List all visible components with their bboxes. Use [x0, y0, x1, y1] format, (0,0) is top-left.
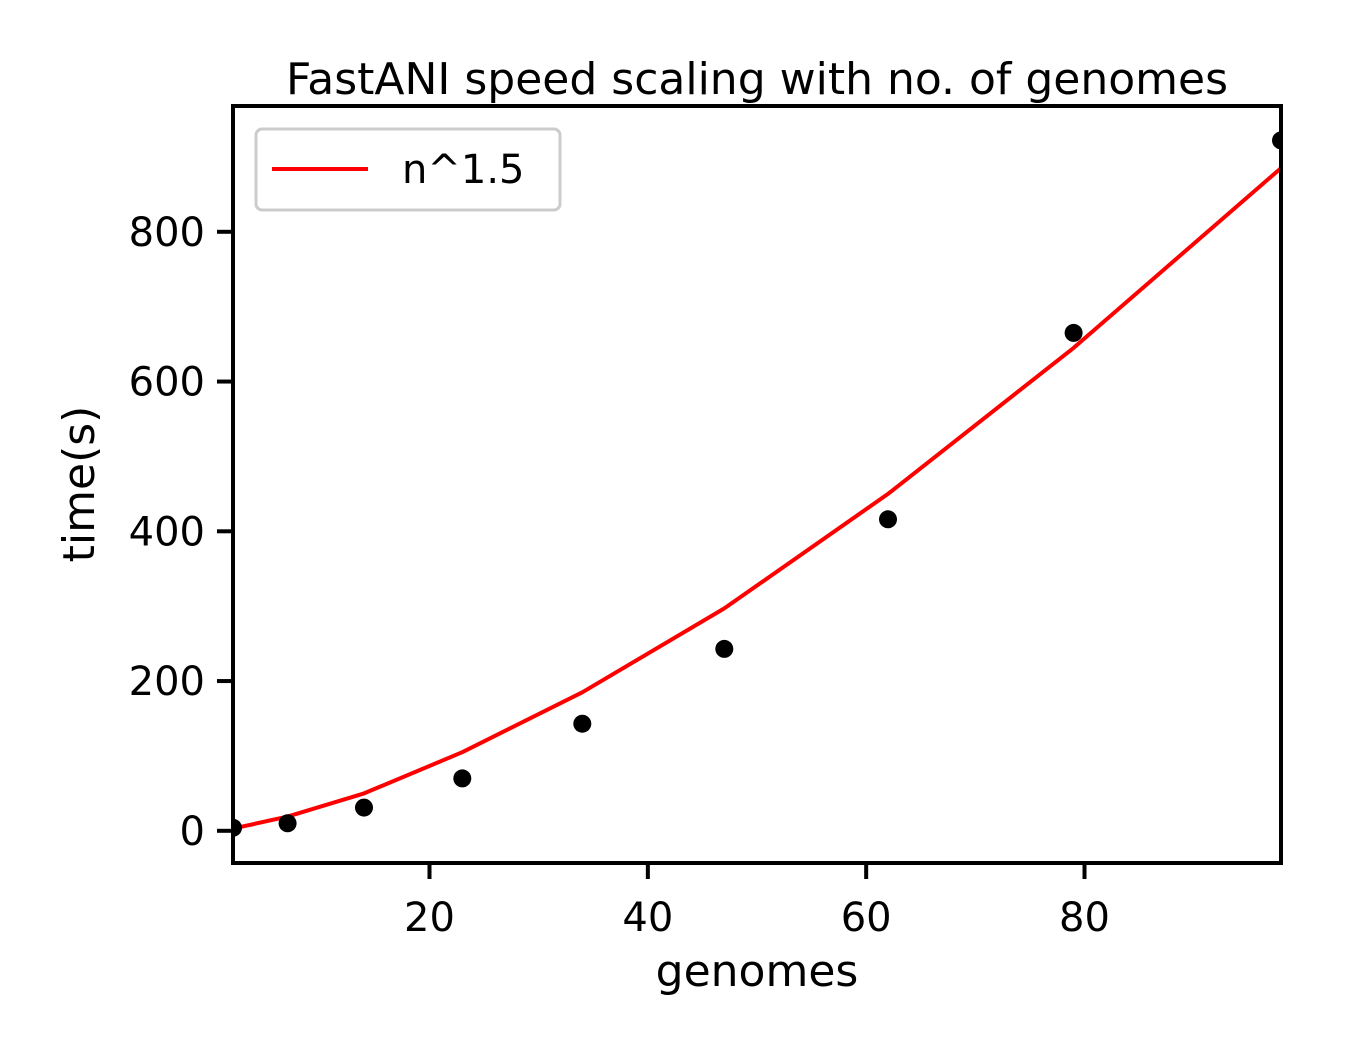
- x-tick-label: 80: [1059, 895, 1110, 941]
- data-point: [879, 510, 897, 529]
- fit-line-series: [233, 166, 1281, 831]
- x-tick-label: 60: [841, 895, 892, 941]
- y-axis-label: time(s): [54, 406, 105, 563]
- x-tick-label: 20: [404, 895, 455, 941]
- data-point: [453, 769, 472, 788]
- chart-title: FastANI speed scaling with no. of genome…: [286, 54, 1228, 105]
- data-point: [278, 814, 297, 833]
- data-point: [573, 714, 592, 733]
- plot-area: [233, 131, 1281, 837]
- y-tick-label: 200: [129, 659, 205, 705]
- legend-label: n^1.5: [402, 147, 524, 193]
- x-tick-label: 40: [622, 895, 673, 941]
- data-point: [1064, 323, 1083, 342]
- data-point: [715, 639, 734, 658]
- legend-box: [254, 127, 562, 212]
- x-axis-label: genomes: [656, 946, 859, 997]
- y-tick-label: 400: [129, 509, 205, 555]
- data-point: [1272, 131, 1281, 150]
- y-tick-label: 600: [129, 360, 205, 406]
- data-point: [233, 818, 242, 837]
- legend: n^1.5: [254, 127, 562, 212]
- data-point: [355, 798, 373, 817]
- y-tick-label: 800: [129, 210, 205, 256]
- y-tick-label: 0: [180, 809, 205, 855]
- plot-frame: [231, 104, 1283, 865]
